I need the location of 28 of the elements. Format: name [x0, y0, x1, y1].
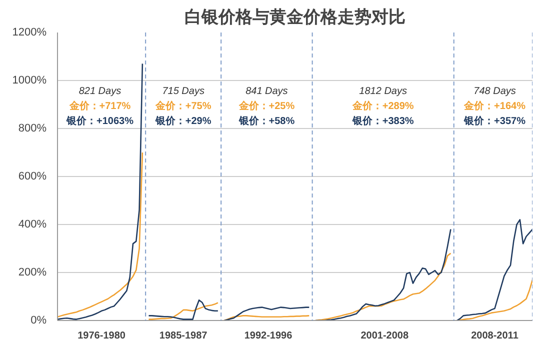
y-tick-label: 400% — [18, 218, 47, 230]
annotation: 748 Days — [474, 86, 516, 98]
annotation: 银价：+357% — [463, 114, 526, 127]
annotation: 金价：+717% — [68, 100, 131, 112]
y-tick-label: 600% — [18, 170, 47, 182]
annotation: 841 Days — [246, 86, 288, 98]
annotation: 821 Days — [78, 86, 122, 98]
annotation: 金价：+164% — [463, 100, 526, 112]
annotation: 银价：+29% — [154, 114, 212, 127]
y-tick-label: 200% — [18, 266, 47, 278]
y-tick-label: 1200% — [12, 26, 47, 38]
x-tick-label: 1976-1980 — [78, 330, 126, 342]
y-tick-label: 0% — [30, 314, 47, 326]
y-tick-label: 800% — [18, 122, 47, 134]
chart-title: 白银价格与黄金价格走势对比 — [184, 8, 406, 28]
annotation: 金价：+25% — [238, 100, 295, 112]
annotation: 银价：+383% — [351, 114, 414, 127]
annotation: 1812 Days — [359, 86, 407, 98]
annotation: 金价：+289% — [351, 100, 414, 112]
x-tick-label: 2001-2008 — [360, 330, 409, 342]
x-tick-label: 1992-1996 — [244, 330, 293, 342]
annotation: 银价：+58% — [238, 114, 295, 127]
annotation: 金价：+75% — [154, 100, 212, 112]
annotation: 715 Days — [162, 86, 204, 98]
x-tick-label: 1985-1987 — [159, 330, 208, 342]
x-tick-label: 2008-2011 — [471, 330, 519, 342]
y-tick-label: 1000% — [12, 74, 47, 86]
annotation: 银价：+1063% — [65, 114, 134, 127]
